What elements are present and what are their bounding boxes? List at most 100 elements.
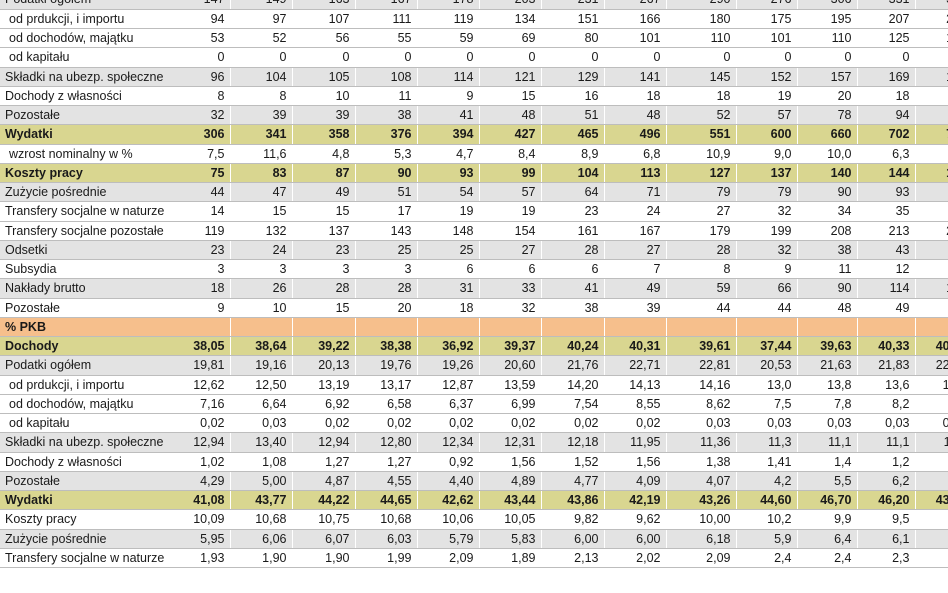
row-label: od dochodów, majątku <box>0 394 168 415</box>
row-label: Dochody z własności <box>0 86 168 107</box>
table-cell: 44,22 <box>291 490 355 511</box>
table-cell: 21,76 <box>540 355 604 376</box>
table-cell: 27 <box>665 201 736 222</box>
table-cell: 93 <box>914 182 948 203</box>
table-cell: 38 <box>354 105 417 126</box>
table-row: od dochodów, majątku 53 52 56 55 59 69 80 101 110… <box>0 28 948 49</box>
table-cell: 32 <box>735 240 797 261</box>
table-cell: 5,79 <box>416 529 479 549</box>
row-label: Subsydia <box>0 259 168 280</box>
row-label: Wydatki <box>0 490 168 511</box>
table-cell: 44,60 <box>735 490 797 511</box>
table-cell: 5,7 <box>914 529 948 549</box>
table-cell: 42,19 <box>603 490 666 511</box>
table-cell: 8 <box>665 259 736 280</box>
table-cell: 29 <box>914 86 948 107</box>
table-cell: 51 <box>540 105 604 126</box>
table-row: Zużycie pośrednie 5,95 6,06 6,07 6,03 5,79 5,8… <box>0 529 948 549</box>
table-cell: 179 <box>665 221 736 241</box>
table-cell: 9,0 <box>735 144 797 164</box>
table-row: od dochodów, majątku 7,16 6,64 6,92 6,58 6,37… <box>0 394 948 415</box>
table-cell: 94 <box>168 9 230 30</box>
table-cell: 1,90 <box>229 548 292 569</box>
table-cell: 1,27 <box>354 452 417 472</box>
table-cell: 25 <box>354 240 417 261</box>
table-cell: 39,22 <box>291 336 355 357</box>
table-cell: 51 <box>354 182 417 203</box>
table-cell: 18 <box>416 298 479 318</box>
table-cell: 660 <box>796 124 857 145</box>
table-cell: 180 <box>665 9 736 30</box>
row-label: Zużycie pośrednie <box>0 182 168 203</box>
table-cell: 38,05 <box>168 336 230 357</box>
table-cell: 21,83 <box>856 355 915 376</box>
table-cell: 2,13 <box>540 548 604 569</box>
table-cell: 8 <box>168 86 230 107</box>
row-label: Wydatki <box>0 124 168 145</box>
table-cell: 0 <box>735 47 797 68</box>
table-cell: 96 <box>168 67 230 87</box>
row-label: Składki na ubezp. społeczne <box>0 67 168 87</box>
table-cell <box>603 317 666 338</box>
table-cell: 54 <box>416 182 479 203</box>
table-cell: 166 <box>603 9 666 30</box>
table-cell: 43,20 <box>914 490 948 511</box>
table-cell: 6,64 <box>229 394 292 415</box>
row-label: Dochody z własności <box>0 452 168 472</box>
table-cell: 6,58 <box>354 394 417 415</box>
table-cell: 22,81 <box>665 355 736 376</box>
table-cell: 80 <box>540 28 604 49</box>
table-cell: 2,02 <box>603 548 666 569</box>
table-row: wzrost nominalny w % 7,5 11,6 4,8 5,3 4,7 8,4 8… <box>0 144 948 164</box>
table-cell: 32 <box>735 201 797 222</box>
table-cell: 9 <box>735 259 797 280</box>
table-cell: 9,1 <box>914 509 948 530</box>
table-cell: 6 <box>478 259 541 280</box>
row-label: Pozostałe <box>0 105 168 126</box>
table-cell: 57 <box>478 182 541 203</box>
table-row: Transfery socjalne w naturze 1,93 1,90 1,90… <box>0 548 948 569</box>
section-header-row: % PKB <box>0 317 948 338</box>
table-cell: 0 <box>416 47 479 68</box>
table-cell: 149 <box>229 0 292 10</box>
table-cell: 148 <box>416 221 479 241</box>
table-cell: 5,83 <box>478 529 541 549</box>
table-cell: 23 <box>291 240 355 261</box>
table-cell: 42,62 <box>416 490 479 511</box>
table-cell: 154 <box>478 221 541 241</box>
table-cell: 27 <box>603 240 666 261</box>
table-cell: 19,16 <box>229 355 292 376</box>
table-cell: 341 <box>229 124 292 145</box>
table-cell: 7 <box>603 259 666 280</box>
table-cell: 6,06 <box>229 529 292 549</box>
table-cell: 52 <box>665 105 736 126</box>
table-cell: 90 <box>354 163 417 184</box>
row-label: Pozostałe <box>0 298 168 318</box>
table-cell: 465 <box>540 124 604 145</box>
table-cell: 129 <box>540 67 604 87</box>
table-cell: 6,18 <box>665 529 736 549</box>
table-cell: 8,8 <box>914 394 948 415</box>
table-body: Podatki ogółem14714916316717820323126729… <box>0 0 948 569</box>
table-cell: 4,8 <box>291 144 355 164</box>
table-cell: 49 <box>856 298 915 318</box>
table-cell: 12,80 <box>354 432 417 453</box>
table-cell: 2,4 <box>914 548 948 569</box>
table-cell: 1,99 <box>354 548 417 569</box>
table-cell: 14 <box>168 201 230 222</box>
table-cell: 9,62 <box>603 509 666 530</box>
table-cell: 169 <box>856 67 915 87</box>
table-cell: 43 <box>856 240 915 261</box>
table-cell: 104 <box>229 67 292 87</box>
table-cell: 0 <box>603 47 666 68</box>
table-cell: 69 <box>478 28 541 49</box>
table-cell: 82 <box>914 105 948 126</box>
table-cell: 8,2 <box>856 394 915 415</box>
row-label: % PKB <box>0 317 168 338</box>
table-cell: 26 <box>229 278 292 299</box>
table-cell: 16 <box>540 86 604 107</box>
table-cell: 3 <box>354 259 417 280</box>
row-label: Koszty pracy <box>0 509 168 530</box>
table-cell: 24 <box>603 201 666 222</box>
